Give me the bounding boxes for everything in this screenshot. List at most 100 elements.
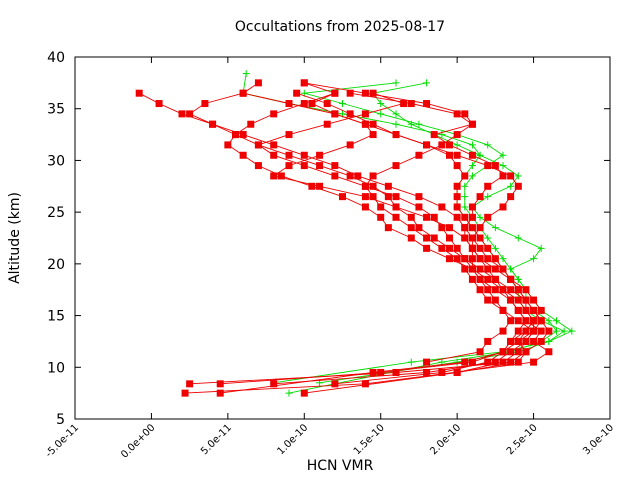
red-series-point <box>415 193 423 201</box>
red-series-point <box>453 213 461 221</box>
red-series-point <box>155 100 163 108</box>
red-series-point <box>361 110 369 118</box>
red-series-point <box>499 348 507 356</box>
red-series-point <box>254 79 262 87</box>
red-series-point <box>400 100 408 108</box>
red-series-point <box>484 275 492 283</box>
red-series-point <box>476 286 484 294</box>
red-series-point <box>369 89 377 97</box>
x-tick-label: 1.0e-10 <box>275 422 310 457</box>
red-series-point <box>423 213 431 221</box>
red-series-point <box>346 110 354 118</box>
red-series-point <box>476 193 484 201</box>
red-series-point <box>323 100 331 108</box>
red-series-point <box>285 151 293 159</box>
red-series-point <box>461 213 469 221</box>
green-series-point <box>392 79 400 87</box>
green-series-point <box>377 100 385 108</box>
red-series-point <box>453 368 461 376</box>
red-series-point <box>369 131 377 139</box>
red-series-point <box>507 348 515 356</box>
x-tick-label: 2.0e-10 <box>428 422 463 457</box>
red-series-point <box>522 286 530 294</box>
red-series-point <box>300 389 308 397</box>
red-series-point <box>468 255 476 263</box>
red-series-point <box>545 348 553 356</box>
green-series-point <box>392 120 400 128</box>
red-series-point <box>522 296 530 304</box>
green-series-point <box>415 120 423 128</box>
red-series-point <box>522 306 530 314</box>
red-series-point <box>530 337 538 345</box>
green-series-point <box>537 244 545 252</box>
green-series-point <box>507 265 515 273</box>
red-series-point <box>135 89 143 97</box>
red-series-point <box>446 255 453 263</box>
green-series-point <box>514 275 522 283</box>
red-series-point <box>476 348 484 356</box>
y-tick-label: 30 <box>47 153 65 169</box>
red-series-point <box>499 172 507 180</box>
green-series-point <box>407 120 415 128</box>
red-series-point <box>446 151 453 159</box>
red-series-point <box>507 337 515 345</box>
red-series-point <box>468 213 476 221</box>
red-series-point <box>491 162 499 170</box>
red-series-point <box>423 358 431 366</box>
red-series-point <box>392 162 400 170</box>
green-series-point <box>491 224 499 232</box>
green-series-point <box>468 141 476 149</box>
red-series-point <box>499 327 507 335</box>
red-series-point <box>461 265 469 273</box>
red-series-point <box>499 358 507 366</box>
red-series-point <box>300 151 308 159</box>
red-series-point <box>499 286 507 294</box>
red-series-point <box>514 182 522 190</box>
red-series-point <box>468 234 476 242</box>
red-series-point <box>181 389 189 397</box>
red-series-point <box>476 244 484 252</box>
red-series-point <box>369 182 377 190</box>
red-series-point <box>499 265 507 273</box>
y-tick-label: 20 <box>47 257 65 273</box>
plot-frame <box>74 56 611 420</box>
red-series-point <box>270 151 278 159</box>
red-series-point <box>216 389 224 397</box>
red-series-point <box>369 193 377 201</box>
red-series-point <box>453 151 461 159</box>
red-series-point <box>438 141 446 149</box>
red-series-point <box>407 100 415 108</box>
green-series-point <box>461 203 469 211</box>
red-series-line <box>296 92 550 373</box>
red-series-point <box>468 275 476 283</box>
red-series-point <box>499 306 507 314</box>
red-series-point <box>507 172 515 180</box>
red-series-point <box>300 100 308 108</box>
red-series-point <box>361 182 369 190</box>
red-series-point <box>392 213 400 221</box>
red-series-point <box>491 265 499 273</box>
red-series-point <box>423 100 431 108</box>
red-series-point <box>522 317 530 325</box>
red-series-point <box>507 358 515 366</box>
red-series-point <box>468 224 476 232</box>
green-series-point <box>553 317 560 325</box>
red-series-point <box>461 358 469 366</box>
red-series-point <box>530 296 538 304</box>
red-series-point <box>277 172 285 180</box>
red-series-point <box>392 368 400 376</box>
red-series-point <box>537 327 545 335</box>
red-series-point <box>361 193 369 201</box>
red-series-point <box>514 358 522 366</box>
red-series-point <box>270 110 278 118</box>
red-series-point <box>484 213 492 221</box>
red-series-point <box>209 120 217 128</box>
green-series-point <box>453 141 461 149</box>
x-tick-label: 2.5e-10 <box>505 422 540 457</box>
y-tick-label: 15 <box>47 309 65 325</box>
red-series-point <box>423 368 431 376</box>
red-series-point <box>270 141 278 149</box>
red-series-point <box>537 337 545 345</box>
series-layer <box>135 70 576 397</box>
green-series-point <box>514 234 522 242</box>
